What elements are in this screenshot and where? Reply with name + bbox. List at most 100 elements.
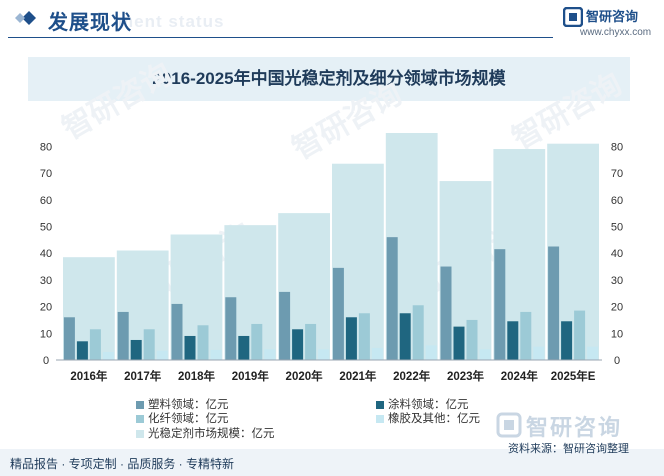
legend-label-rubber: 橡胶及其他：亿元: [388, 413, 480, 425]
bar-fiber: [305, 323, 317, 360]
legend-swatch-market: [136, 429, 144, 438]
y-tick-label-right: 60: [611, 195, 623, 207]
legend-swatch-coating: [376, 400, 384, 409]
bar-coating: [561, 321, 573, 360]
x-tick-label: 2025年E: [551, 369, 596, 383]
watermark-text: 智研咨询: [507, 67, 627, 156]
y-tick-label-right: 50: [611, 221, 623, 233]
diamond-icon: [15, 11, 36, 25]
y-tick-label-right: 40: [611, 248, 623, 260]
legend-label-fiber: 化纤领域：亿元: [148, 413, 229, 425]
x-tick-label: 2018年: [178, 369, 216, 383]
legend-label-plastic: 塑料领域：亿元: [148, 399, 229, 411]
bar-coating: [292, 329, 304, 360]
legend-label-coating: 涂料领域：亿元: [388, 399, 469, 411]
x-tick-label: 2016年: [70, 369, 108, 383]
legend-label-market: 光稳定剂市场规模：亿元: [148, 428, 275, 440]
bar-plastic: [440, 266, 452, 360]
bar-rubber: [156, 350, 168, 360]
chart-title-background: [28, 57, 630, 101]
header-divider: [8, 37, 553, 38]
y-tick-label-right: 20: [611, 302, 623, 314]
bar-rubber: [102, 351, 114, 360]
bar-plastic: [225, 297, 237, 360]
bar-fiber: [412, 305, 424, 360]
bar-fiber: [520, 311, 532, 360]
brand-name: 智研咨询: [586, 9, 639, 24]
bar-rubber: [587, 346, 599, 360]
legend-item-market: 光稳定剂市场规模：亿元: [136, 425, 275, 441]
page-header: ment status 发展现状 智研咨询 www.chyxx.com: [0, 0, 664, 42]
section-title-english: ment status: [118, 12, 225, 31]
bar-plastic: [171, 303, 183, 360]
bar-plastic: [386, 237, 398, 360]
x-tick-label: 2022年: [393, 369, 431, 383]
bar-fiber: [466, 319, 478, 360]
legend-item-rubber: 橡胶及其他：亿元: [376, 410, 480, 426]
section-title: 发展现状: [48, 12, 132, 34]
bar-fiber: [197, 325, 209, 360]
y-tick-label-left: 60: [40, 195, 52, 207]
bar-fiber: [143, 329, 155, 360]
legend-swatch-plastic: [136, 400, 144, 409]
bar-coating: [507, 321, 519, 360]
y-tick-label-left: 10: [40, 328, 52, 340]
y-tick-label-right: 70: [611, 168, 623, 180]
bar-rubber: [371, 347, 383, 360]
watermark-text: 智研咨询: [57, 57, 177, 146]
y-tick-label-left: 70: [40, 168, 52, 180]
bar-plastic: [494, 249, 506, 360]
y-tick-label-left: 0: [43, 355, 49, 367]
legend-item-coating: 涂料领域：亿元: [376, 396, 469, 412]
x-tick-label: 2023年: [447, 369, 485, 383]
watermark-logo-icon: [496, 412, 522, 438]
brand-logo-icon: [563, 7, 583, 27]
watermark-brand: 智研咨询: [526, 415, 623, 440]
footer-services: 精品报告 · 专项定制 · 品质服务 · 专精特新: [10, 457, 234, 471]
bar-plastic: [332, 267, 344, 360]
footer-bar: [0, 449, 664, 476]
bar-coating: [130, 339, 142, 360]
bar-plastic: [548, 246, 560, 360]
y-tick-label-right: 30: [611, 275, 623, 287]
bar-rubber: [210, 349, 222, 360]
bar-coating: [238, 335, 250, 360]
bar-plastic: [117, 311, 129, 360]
bar-coating: [399, 313, 411, 360]
y-tick-label-right: 10: [611, 328, 623, 340]
x-tick-label: 2020年: [286, 369, 324, 383]
chart-title: 2016-2025年中国光稳定剂及细分领域市场规模: [152, 69, 506, 88]
bar-coating: [453, 326, 465, 360]
bar-plastic: [63, 317, 75, 360]
bar-rubber: [318, 349, 330, 360]
bar-coating: [184, 335, 196, 360]
y-tick-label-left: 40: [40, 248, 52, 260]
bar-fiber: [574, 310, 586, 360]
bar-rubber: [479, 349, 491, 360]
legend-swatch-rubber: [376, 414, 384, 423]
y-tick-label-right: 0: [614, 355, 620, 367]
bar-plastic: [279, 291, 291, 360]
legend-swatch-fiber: [136, 414, 144, 423]
bar-coating: [345, 317, 357, 360]
bar-fiber: [89, 329, 101, 360]
y-tick-label-left: 80: [40, 141, 52, 153]
bar-fiber: [358, 313, 370, 360]
legend-item-fiber: 化纤领域：亿元: [136, 410, 229, 426]
x-tick-label: 2021年: [339, 369, 377, 383]
data-source: 资料来源：智研咨询整理: [508, 443, 629, 455]
axes-layer: 0 0 10 10 20 20 30 30 40 40 50 50 60 60 70 70 80 80 2016年 2…: [40, 141, 623, 383]
y-tick-label-left: 20: [40, 302, 52, 314]
x-tick-label: 2017年: [124, 369, 162, 383]
bar-coating: [76, 341, 88, 360]
legend-item-plastic: 塑料领域：亿元: [136, 396, 229, 412]
bar-rubber: [264, 349, 276, 360]
y-tick-label-left: 50: [40, 221, 52, 233]
bar-fiber: [251, 323, 263, 360]
y-tick-label-right: 80: [611, 141, 623, 153]
bar-rubber: [533, 346, 545, 360]
x-tick-label: 2024年: [501, 369, 539, 383]
bars-layer: [63, 133, 599, 360]
x-tick-label: 2019年: [232, 369, 270, 383]
